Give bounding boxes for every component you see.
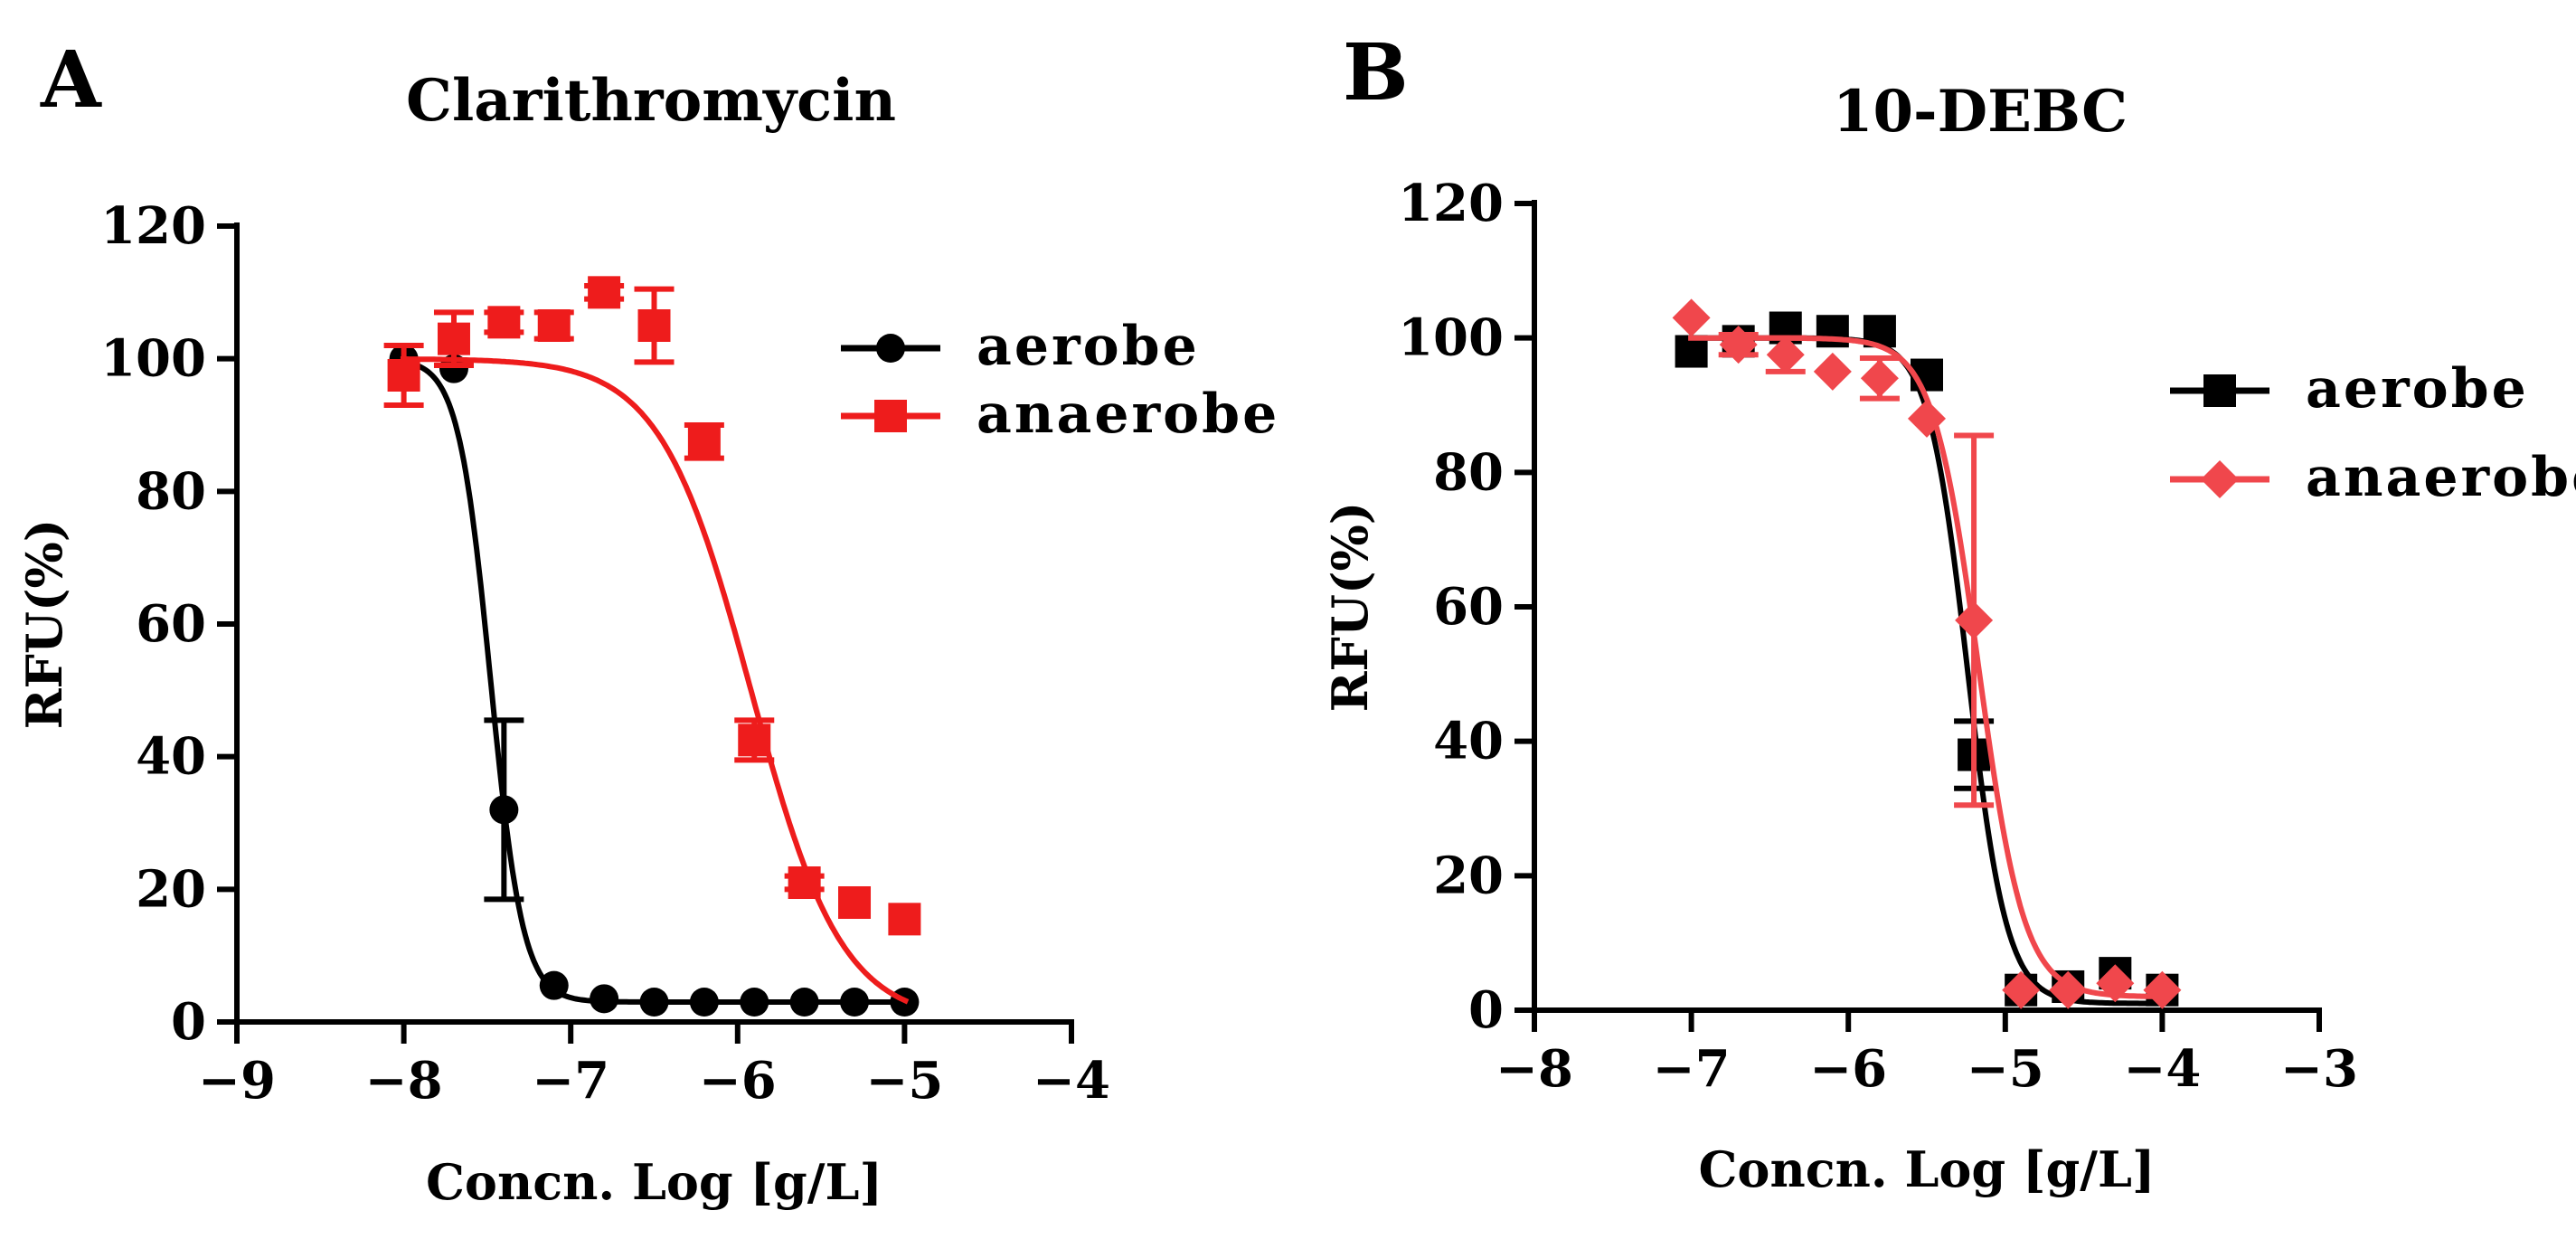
panel-b-title: 10-DEBC [1833,78,2128,146]
y-tick-label: 120 [1398,174,1504,233]
aerobe-data-point [639,988,669,1017]
panel-a-y-axis-title: RFU(%) [15,519,73,730]
legend-anaerobe-label: anaerobe [977,383,1279,446]
legend-anaerobe-label: anaerobe [2306,446,2576,509]
anaerobe-data-point [437,322,470,355]
aerobe-fit-curve [1688,335,2166,1007]
y-tick-label: 60 [1433,577,1504,637]
anaerobe-data-point [588,276,621,309]
panel-a-legend-aerobe: aerobe [841,315,1200,378]
x-tick-label: −4 [1033,1051,1110,1111]
panel-b-x-axis-title: Concn. Log [g/L] [1698,1140,2155,1198]
legend-aerobe-label: aerobe [977,315,1200,378]
y-tick-label: 0 [1468,980,1504,1040]
x-tick-label: −8 [365,1051,443,1111]
panel-a-series-anaerobe [383,276,921,1005]
x-tick-label: −6 [1809,1039,1887,1099]
legend-anaerobe-marker [2201,460,2239,498]
anaerobe-data-point [637,309,671,342]
aerobe-fit-curve [400,358,909,1005]
panel-b-y-axis-title: RFU(%) [1321,502,1379,713]
panel-a-title: Clarithromycin [406,67,896,135]
aerobe-data-point [489,795,519,825]
anaerobe-data-point [487,306,521,339]
anaerobe-data-point [2096,964,2135,1003]
y-tick-label: 100 [100,329,206,389]
anaerobe-data-point [1860,359,1899,398]
y-tick-label: 100 [1398,308,1504,368]
anaerobe-data-point [838,886,872,919]
y-tick-label: 120 [100,196,206,256]
anaerobe-data-point [2002,970,2041,1009]
aerobe-data-point [539,970,569,1000]
panel-b-legend-anaerobe: anaerobe [2170,446,2576,509]
y-tick-label: 0 [171,992,206,1052]
anaerobe-data-point [1955,601,1994,639]
panel-b-10-debc: B 10-DEBC 0 20 40 60 80 100 120 −8 −7 −6 −5 −4 −3 Con… [1321,27,2576,1198]
panel-b-letter: B [1343,27,1409,118]
y-tick-label: 20 [1433,846,1504,905]
anaerobe-data-point [687,425,721,459]
panel-a-x-axis-title: Concn. Log [g/L] [426,1153,882,1211]
anaerobe-fit-curve [400,356,910,1005]
panel-a-clarithromycin: A Clarithromycin 0 20 40 60 80 100 120 −9 −8 −7 −6… [15,34,1279,1211]
legend-anaerobe-marker [874,400,907,432]
y-tick-label: 80 [136,461,206,521]
panel-b-legend-aerobe: aerobe [2170,357,2529,421]
x-tick-label: −7 [1653,1039,1731,1099]
y-tick-label: 40 [136,727,206,787]
panel-b-series-anaerobe [1672,298,2182,1009]
aerobe-data-point [590,984,619,1014]
panel-a-legend-anaerobe: anaerobe [841,383,1279,446]
panel-a-letter: A [40,34,102,126]
legend-aerobe-marker [876,334,905,363]
anaerobe-data-point [738,724,771,757]
y-tick-label: 20 [136,859,206,919]
aerobe-data-point [1816,315,1849,348]
anaerobe-data-point [888,903,921,936]
anaerobe-data-point [1766,336,1805,374]
anaerobe-data-point [2143,970,2182,1009]
y-tick-label: 40 [1433,712,1504,771]
aerobe-data-point [840,988,870,1017]
x-tick-label: −8 [1496,1039,1573,1099]
x-tick-label: −4 [2123,1039,2201,1099]
aerobe-data-point [740,988,769,1017]
anaerobe-data-point [1672,298,1711,337]
x-tick-label: −5 [1967,1039,2044,1099]
anaerobe-data-point [1719,326,1758,364]
y-tick-label: 80 [1433,442,1504,502]
x-tick-label: −5 [865,1051,943,1111]
aerobe-data-point [789,988,819,1017]
anaerobe-data-point [2049,970,2088,1009]
anaerobe-data-point [387,359,420,392]
anaerobe-data-point [537,309,571,342]
x-tick-label: −9 [198,1051,276,1111]
anaerobe-data-point [788,866,821,899]
x-tick-label: −3 [2280,1039,2358,1099]
legend-aerobe-marker [2203,374,2236,407]
y-tick-label: 60 [136,594,206,654]
anaerobe-data-point [1908,399,1946,438]
x-tick-label: −7 [532,1051,609,1111]
x-tick-label: −6 [699,1051,777,1111]
legend-aerobe-label: aerobe [2306,357,2529,421]
aerobe-data-point [689,988,719,1017]
anaerobe-data-point [1813,352,1852,391]
